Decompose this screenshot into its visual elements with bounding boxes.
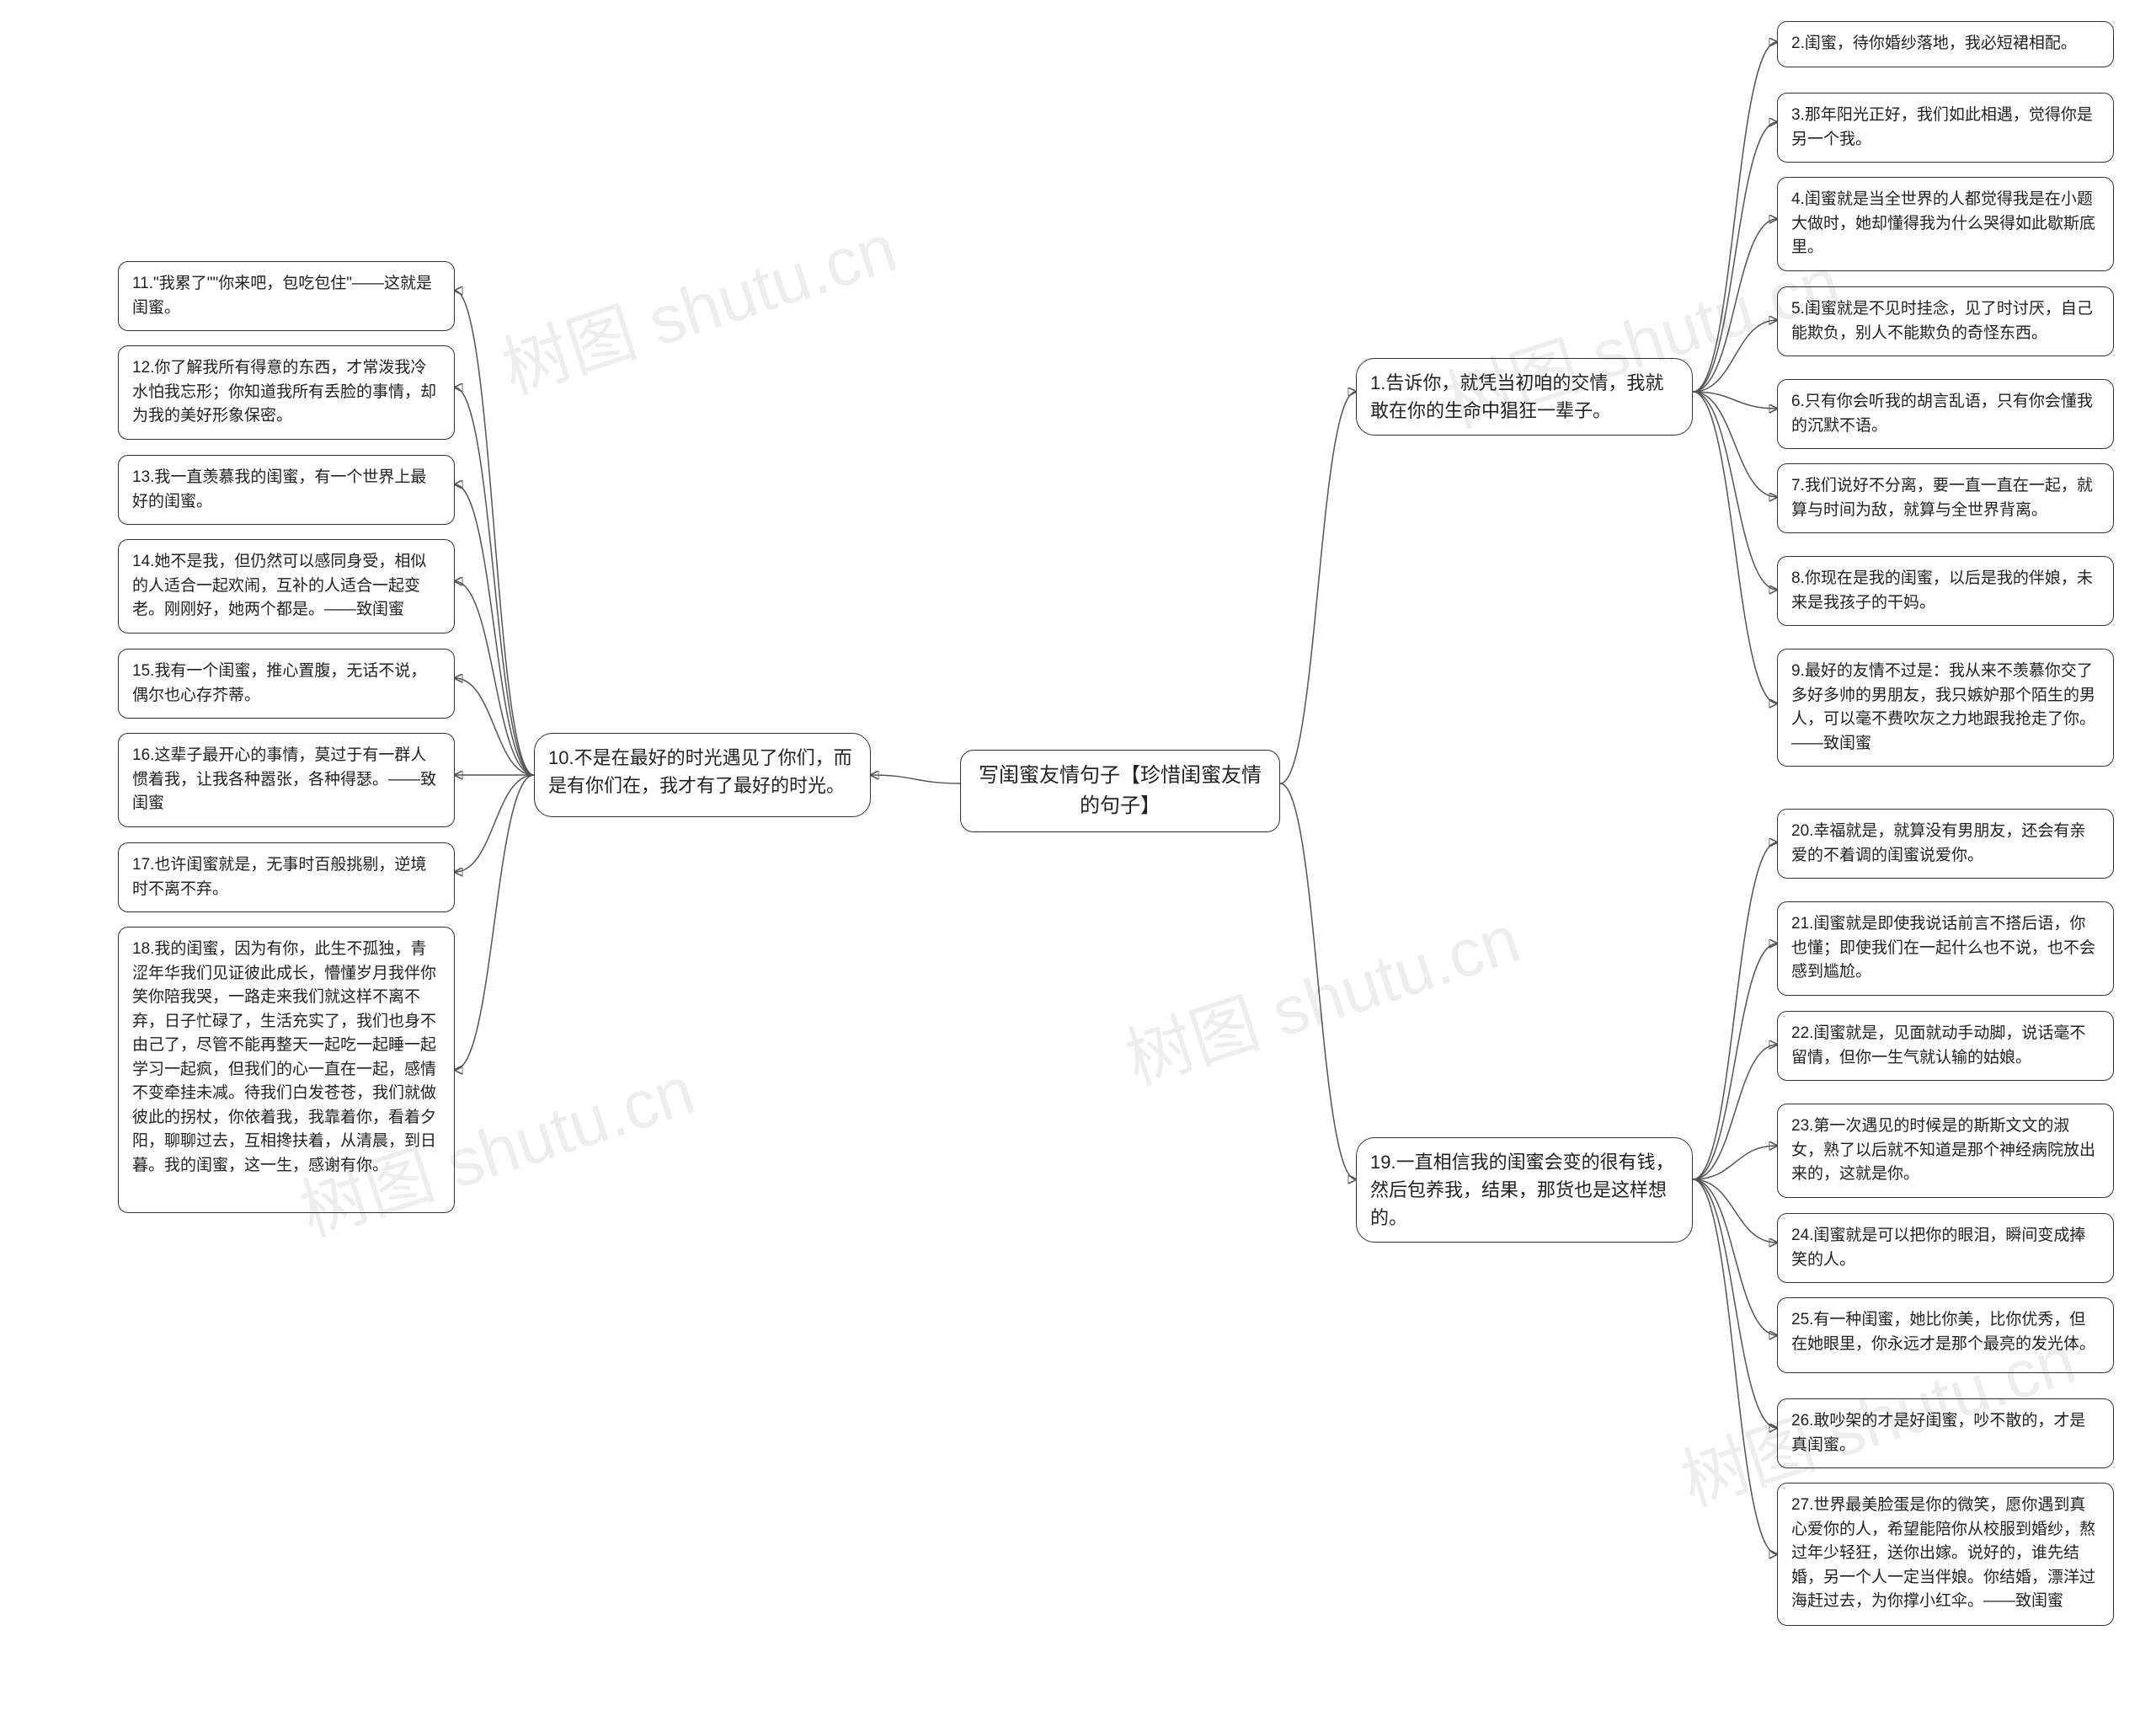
leaf-node-left-2: 13.我一直羡慕我的闺蜜，有一个世界上最好的闺蜜。: [118, 455, 455, 525]
watermark: 树图 shutu.cn: [488, 194, 907, 413]
leaf-node-right-1-6: 26.敢吵架的才是好闺蜜，吵不散的，才是真闺蜜。: [1777, 1398, 2114, 1468]
branch-node-right-0: 1.告诉你，就凭当初咱的交情，我就敢在你的生命中猖狂一辈子。: [1356, 358, 1693, 436]
leaf-node-left-7: 18.我的闺蜜，因为有你，此生不孤独，青涩年华我们见证彼此成长，懵懂岁月我伴你笑…: [118, 927, 455, 1213]
leaf-node-right-1-5: 25.有一种闺蜜，她比你美，比你优秀，但在她眼里，你永远才是那个最亮的发光体。: [1777, 1297, 2114, 1373]
branch-node-right-1: 19.一直相信我的闺蜜会变的很有钱，然后包养我，结果，那货也是这样想的。: [1356, 1137, 1693, 1243]
leaf-node-left-3: 14.她不是我，但仍然可以感同身受，相似的人适合一起欢闹，互补的人适合一起变老。…: [118, 539, 455, 633]
leaf-node-right-1-1: 21.闺蜜就是即使我说话前言不搭后语，你也懂；即使我们在一起什么也不说，也不会感…: [1777, 901, 2114, 996]
branch-node-left: 10.不是在最好的时光遇见了你们，而是有你们在，我才有了最好的时光。: [534, 733, 871, 817]
leaf-node-right-0-2: 4.闺蜜就是当全世界的人都觉得我是在小题大做时，她却懂得我为什么哭得如此歇斯底里…: [1777, 177, 2114, 271]
leaf-node-right-0-4: 6.只有你会听我的胡言乱语，只有你会懂我的沉默不语。: [1777, 379, 2114, 449]
leaf-node-right-0-3: 5.闺蜜就是不见时挂念，见了时讨厌，自己能欺负，别人不能欺负的奇怪东西。: [1777, 286, 2114, 356]
leaf-node-left-0: 11."我累了""你来吧，包吃包住"——这就是闺蜜。: [118, 261, 455, 331]
leaf-node-right-1-4: 24.闺蜜就是可以把你的眼泪，瞬间变成捧笑的人。: [1777, 1213, 2114, 1283]
leaf-node-right-1-3: 23.第一次遇见的时候是的斯斯文文的淑女，熟了以后就不知道是那个神经病院放出来的…: [1777, 1104, 2114, 1198]
leaf-node-right-0-0: 2.闺蜜，待你婚纱落地，我必短裙相配。: [1777, 21, 2114, 67]
mindmap-stage: 写闺蜜友情句子【珍惜闺蜜友情的句子】 1.告诉你，就凭当初咱的交情，我就敢在你的生…: [0, 0, 2156, 1716]
leaf-node-right-0-1: 3.那年阳光正好，我们如此相遇，觉得你是另一个我。: [1777, 93, 2114, 163]
leaf-node-right-0-5: 7.我们说好不分离，要一直一直在一起，就算与时间为敌，就算与全世界背离。: [1777, 463, 2114, 533]
watermark: 树图 shutu.cn: [1112, 885, 1530, 1104]
leaf-node-right-1-0: 20.幸福就是，就算没有男朋友，还会有亲爱的不着调的闺蜜说爱你。: [1777, 809, 2114, 879]
leaf-node-left-1: 12.你了解我所有得意的东西，才常泼我冷水怕我忘形；你知道我所有丢脸的事情，却为…: [118, 345, 455, 440]
leaf-node-right-0-7: 9.最好的友情不过是：我从来不羡慕你交了多好多帅的男朋友，我只嫉妒那个陌生的男人…: [1777, 649, 2114, 767]
leaf-node-left-5: 16.这辈子最开心的事情，莫过于有一群人惯着我，让我各种嚣张，各种得瑟。——致闺…: [118, 733, 455, 827]
leaf-node-left-6: 17.也许闺蜜就是，无事时百般挑剔，逆境时不离不弃。: [118, 842, 455, 912]
center-node: 写闺蜜友情句子【珍惜闺蜜友情的句子】: [960, 750, 1280, 832]
leaf-node-right-0-6: 8.你现在是我的闺蜜，以后是我的伴娘，未来是我孩子的干妈。: [1777, 556, 2114, 626]
leaf-node-right-1-7: 27.世界最美脸蛋是你的微笑，愿你遇到真心爱你的人，希望能陪你从校服到婚纱，熬过…: [1777, 1483, 2114, 1626]
leaf-node-right-1-2: 22.闺蜜就是，见面就动手动脚，说话毫不留情，但你一生气就认输的姑娘。: [1777, 1011, 2114, 1081]
leaf-node-left-4: 15.我有一个闺蜜，推心置腹，无话不说，偶尔也心存芥蒂。: [118, 649, 455, 719]
